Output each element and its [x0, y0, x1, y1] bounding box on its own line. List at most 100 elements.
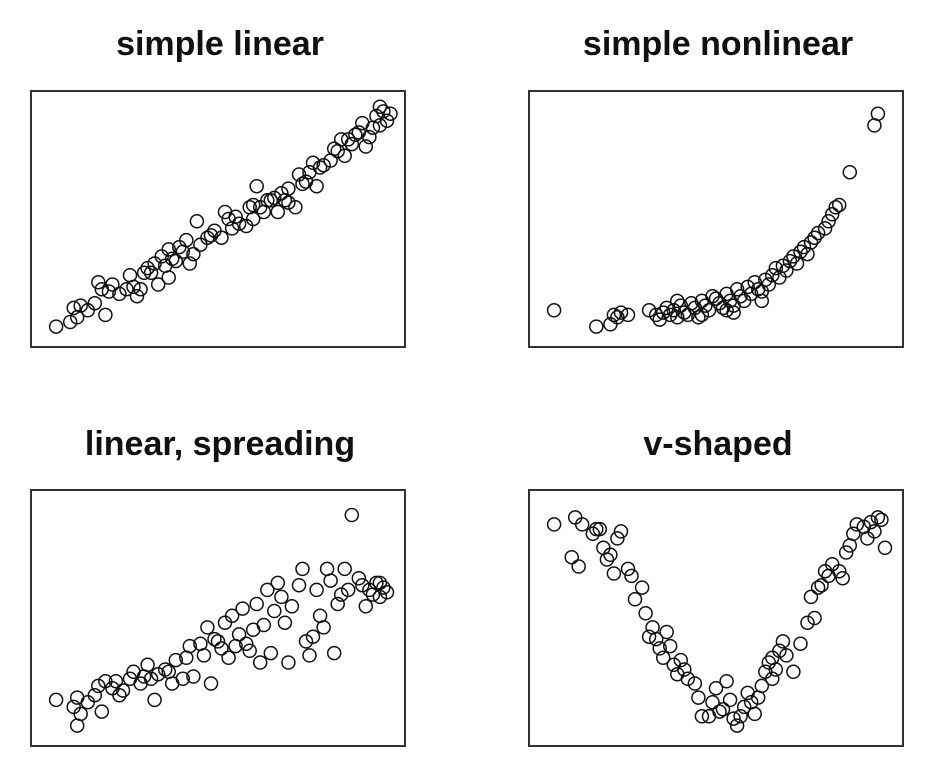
data-point — [648, 307, 664, 323]
data-point — [817, 221, 833, 236]
data-point — [260, 582, 275, 598]
data-point — [245, 197, 261, 213]
data-point — [821, 214, 836, 229]
plot-simple-nonlinear — [528, 90, 904, 348]
data-point — [379, 113, 395, 128]
data-point — [376, 580, 391, 595]
data-point — [810, 580, 826, 595]
plot-linear-spreading — [30, 489, 406, 747]
data-point — [372, 99, 388, 114]
data-point — [87, 295, 103, 311]
data-point — [274, 589, 289, 605]
data-point — [627, 592, 643, 607]
data-point — [119, 281, 134, 297]
data-point — [217, 204, 233, 220]
data-point — [231, 627, 247, 642]
data-point — [708, 680, 724, 696]
data-point — [267, 603, 282, 619]
data-point — [782, 253, 798, 269]
data-point — [284, 599, 300, 614]
data-point — [574, 517, 590, 532]
data-point — [129, 288, 145, 304]
data-point — [687, 676, 703, 691]
data-point — [210, 634, 226, 649]
data-point — [143, 671, 159, 687]
data-point — [701, 303, 717, 318]
data-point — [260, 193, 275, 208]
data-point — [733, 288, 748, 304]
data-point — [729, 281, 745, 297]
scatter-plot — [528, 90, 904, 348]
data-point — [112, 687, 127, 703]
data-point — [91, 678, 106, 694]
data-point — [698, 298, 713, 313]
data-point — [344, 507, 360, 523]
data-point — [860, 531, 875, 546]
data-point — [73, 298, 88, 313]
data-point — [655, 650, 671, 666]
data-point — [295, 176, 310, 192]
data-point — [659, 300, 674, 316]
data-point — [161, 664, 176, 680]
plot-frame — [528, 489, 904, 747]
data-point — [200, 620, 215, 635]
data-point — [810, 225, 826, 241]
plot-frame — [528, 90, 904, 348]
data-point — [105, 277, 120, 292]
data-point — [662, 638, 678, 654]
data-point — [281, 655, 296, 670]
data-point — [754, 293, 770, 309]
data-point — [281, 195, 296, 210]
data-point — [641, 303, 657, 318]
data-point — [168, 652, 184, 668]
data-point — [175, 671, 191, 687]
data-point — [214, 230, 229, 245]
data-point — [316, 620, 331, 635]
data-point — [182, 638, 198, 654]
data-point — [867, 524, 882, 539]
data-point — [610, 531, 625, 546]
data-point — [705, 694, 720, 710]
data-point — [140, 657, 155, 673]
data-point — [101, 284, 117, 299]
data-point — [726, 305, 741, 320]
data-point — [768, 260, 784, 276]
data-point — [641, 629, 657, 644]
panel-title-simple-nonlinear: simple nonlinear — [582, 25, 854, 63]
data-point — [372, 575, 388, 591]
data-point — [305, 155, 321, 171]
data-point — [715, 702, 731, 717]
data-point — [323, 573, 338, 588]
data-point — [362, 129, 377, 145]
data-point — [747, 706, 762, 722]
data-point — [775, 634, 791, 649]
panel-title-simple-linear: simple linear — [116, 25, 324, 63]
data-point — [235, 601, 250, 616]
data-point — [376, 104, 391, 119]
data-point — [337, 148, 352, 164]
data-point — [115, 683, 131, 698]
data-point — [161, 242, 176, 257]
data-point — [256, 617, 272, 633]
data-point — [242, 643, 257, 659]
data-point — [747, 274, 762, 290]
data-point — [807, 610, 822, 626]
data-point — [870, 510, 886, 525]
data-point — [694, 307, 710, 323]
data-point — [309, 582, 324, 598]
data-point — [807, 230, 822, 245]
data-point — [673, 298, 689, 313]
data-point — [835, 570, 850, 586]
data-point — [252, 655, 268, 670]
data-point — [831, 197, 847, 213]
data-point — [263, 193, 279, 208]
data-point — [670, 293, 685, 309]
data-point — [150, 277, 166, 292]
data-point — [673, 652, 689, 668]
data-point — [599, 552, 615, 567]
data-point — [765, 267, 780, 283]
plot-simple-linear — [30, 90, 406, 348]
data-point — [606, 307, 622, 323]
data-point — [814, 577, 829, 593]
data-point — [80, 694, 96, 710]
